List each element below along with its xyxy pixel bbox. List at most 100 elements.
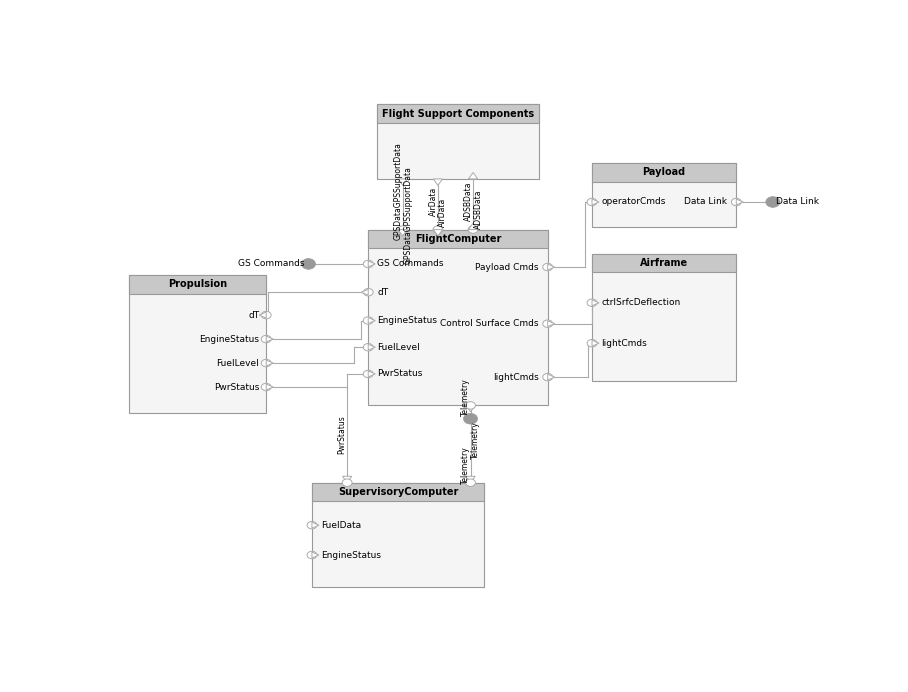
Text: Airframe: Airframe [640, 258, 688, 268]
Polygon shape [369, 345, 375, 350]
Text: SupervisoryComputer: SupervisoryComputer [338, 487, 459, 497]
Circle shape [587, 199, 597, 206]
Circle shape [466, 479, 476, 486]
FancyBboxPatch shape [378, 104, 539, 179]
Polygon shape [592, 199, 599, 205]
Polygon shape [592, 340, 599, 346]
Text: Propulsion: Propulsion [168, 279, 227, 289]
Polygon shape [548, 374, 555, 380]
Text: EngineStatus: EngineStatus [321, 551, 381, 560]
Text: GPSDataGPSSupportData: GPSDataGPSSupportData [393, 142, 402, 240]
Text: EngineStatus: EngineStatus [378, 316, 438, 325]
Circle shape [765, 197, 780, 208]
Polygon shape [361, 289, 369, 295]
Circle shape [587, 299, 597, 307]
Polygon shape [736, 199, 744, 205]
FancyBboxPatch shape [592, 253, 736, 272]
Text: PwrStatus: PwrStatus [378, 370, 423, 379]
Polygon shape [266, 336, 273, 342]
FancyBboxPatch shape [592, 163, 736, 227]
Polygon shape [469, 224, 478, 230]
Polygon shape [466, 406, 475, 412]
Text: AirData: AirData [429, 187, 438, 216]
Circle shape [543, 264, 553, 271]
Text: ctrlSrfcDeflection: ctrlSrfcDeflection [601, 298, 680, 307]
Circle shape [587, 340, 597, 347]
Circle shape [543, 320, 553, 327]
Circle shape [363, 289, 373, 296]
Text: PwrStatus: PwrStatus [338, 415, 347, 454]
Text: lightCmds: lightCmds [601, 338, 646, 347]
Text: FlightComputer: FlightComputer [415, 234, 501, 244]
FancyBboxPatch shape [312, 483, 484, 501]
Text: EngineStatus: EngineStatus [199, 334, 259, 343]
Circle shape [307, 552, 317, 558]
Text: lightCmds: lightCmds [493, 372, 538, 381]
Text: Control Surface Cmds: Control Surface Cmds [440, 319, 538, 328]
Polygon shape [548, 320, 555, 327]
Polygon shape [398, 179, 408, 185]
Circle shape [262, 336, 271, 343]
Polygon shape [266, 384, 273, 390]
Circle shape [262, 383, 271, 391]
Polygon shape [433, 179, 442, 185]
Text: GS Commands: GS Commands [378, 260, 444, 268]
Circle shape [463, 413, 478, 424]
Polygon shape [312, 552, 319, 558]
Circle shape [262, 359, 271, 367]
Text: operatorCmds: operatorCmds [601, 197, 666, 206]
Polygon shape [259, 312, 266, 318]
Polygon shape [469, 172, 478, 179]
Circle shape [301, 259, 315, 269]
Text: GS Commands: GS Commands [239, 260, 305, 268]
FancyBboxPatch shape [369, 230, 548, 248]
Text: PwrStatus: PwrStatus [213, 383, 259, 392]
Circle shape [466, 401, 476, 409]
Polygon shape [369, 261, 375, 267]
Polygon shape [466, 476, 475, 483]
Circle shape [363, 370, 373, 378]
Text: dT: dT [248, 311, 259, 320]
Text: AirData: AirData [439, 198, 448, 227]
Polygon shape [312, 522, 319, 528]
Text: FuelLevel: FuelLevel [216, 358, 259, 367]
Polygon shape [398, 230, 408, 236]
Text: FuelLevel: FuelLevel [378, 343, 420, 352]
Polygon shape [592, 300, 599, 306]
Circle shape [363, 343, 373, 351]
Polygon shape [266, 360, 273, 366]
Text: Data Link: Data Link [776, 197, 819, 206]
Polygon shape [369, 318, 375, 323]
Polygon shape [369, 371, 375, 377]
Text: Data Link: Data Link [684, 197, 727, 206]
Text: ADSBData: ADSBData [473, 190, 482, 229]
FancyBboxPatch shape [312, 483, 484, 587]
Circle shape [469, 226, 478, 233]
Text: dT: dT [378, 288, 389, 297]
Text: Flight Support Components: Flight Support Components [382, 109, 535, 119]
Text: Telemetry: Telemetry [471, 421, 480, 459]
Circle shape [262, 311, 271, 319]
Text: Telemetry: Telemetry [461, 446, 470, 484]
FancyBboxPatch shape [369, 230, 548, 406]
Circle shape [543, 374, 553, 381]
FancyBboxPatch shape [378, 104, 539, 123]
Polygon shape [548, 264, 555, 270]
FancyBboxPatch shape [129, 275, 266, 293]
Circle shape [363, 260, 373, 268]
Text: GPSDataGPSSupportData: GPSDataGPSSupportData [403, 166, 412, 264]
Circle shape [363, 317, 373, 325]
Text: Payload Cmds: Payload Cmds [475, 262, 538, 271]
Text: FuelData: FuelData [321, 520, 361, 529]
FancyBboxPatch shape [129, 275, 266, 413]
Circle shape [342, 479, 352, 486]
Circle shape [731, 199, 741, 206]
FancyBboxPatch shape [592, 253, 736, 381]
Text: Telemetry: Telemetry [461, 379, 470, 417]
Circle shape [433, 226, 443, 233]
Circle shape [307, 522, 317, 529]
FancyBboxPatch shape [592, 163, 736, 181]
Polygon shape [433, 230, 442, 236]
Polygon shape [342, 476, 351, 483]
Text: ADSBData: ADSBData [464, 182, 473, 221]
